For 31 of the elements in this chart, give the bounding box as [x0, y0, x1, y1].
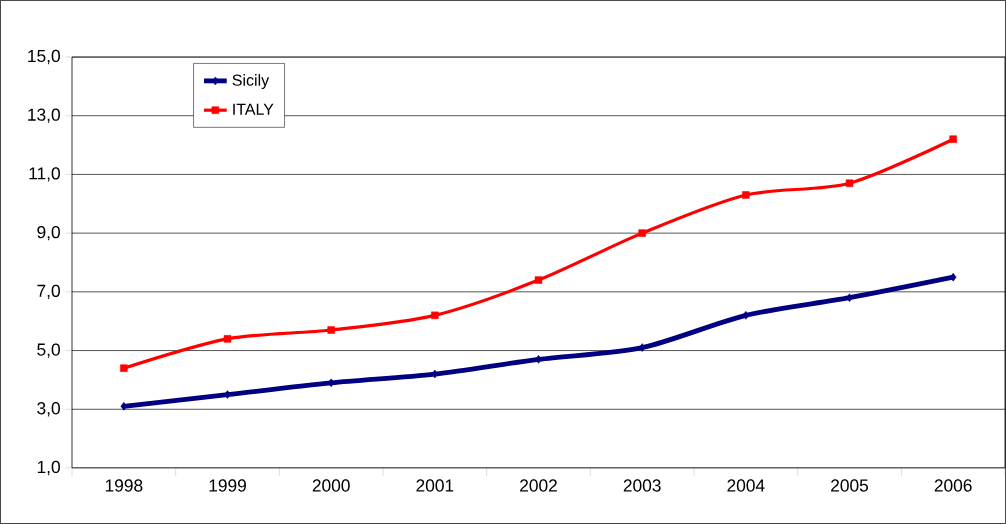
x-tick-label: 2001	[416, 479, 454, 492]
y-tick-label: 1,0	[37, 460, 60, 476]
x-tick-label: 1999	[209, 479, 246, 492]
legend-label: ITALY	[233, 103, 274, 115]
point	[534, 276, 543, 284]
x-tick-label: 2004	[727, 479, 765, 492]
x-tick-label: 2000	[312, 479, 350, 492]
point	[431, 311, 439, 320]
y-tick-label: 7,0	[37, 284, 60, 299]
point	[327, 326, 335, 334]
y-tick-label: 15,0	[28, 49, 60, 65]
point	[224, 390, 231, 399]
y-tick-label: 11,0	[29, 167, 60, 182]
point	[949, 135, 957, 143]
y-tick-label: 3,0	[37, 402, 60, 417]
x-tick-label: 1998	[105, 479, 143, 492]
point	[845, 179, 854, 187]
point	[535, 355, 542, 364]
legend-label: Sicily	[232, 74, 270, 90]
point	[223, 335, 232, 343]
y-tick-label: 13,0	[28, 108, 60, 123]
y-tick-label: 9,0	[37, 225, 60, 241]
x-tick-label: 2005	[831, 479, 869, 492]
y-tick-label: 5,0	[37, 343, 60, 358]
point	[120, 364, 128, 372]
x-tick-label: 2006	[934, 479, 972, 492]
point	[638, 229, 646, 237]
x-tick-label: 2002	[520, 479, 557, 492]
point	[742, 191, 750, 199]
x-tick-label: 2003	[623, 479, 661, 492]
point	[846, 293, 853, 302]
